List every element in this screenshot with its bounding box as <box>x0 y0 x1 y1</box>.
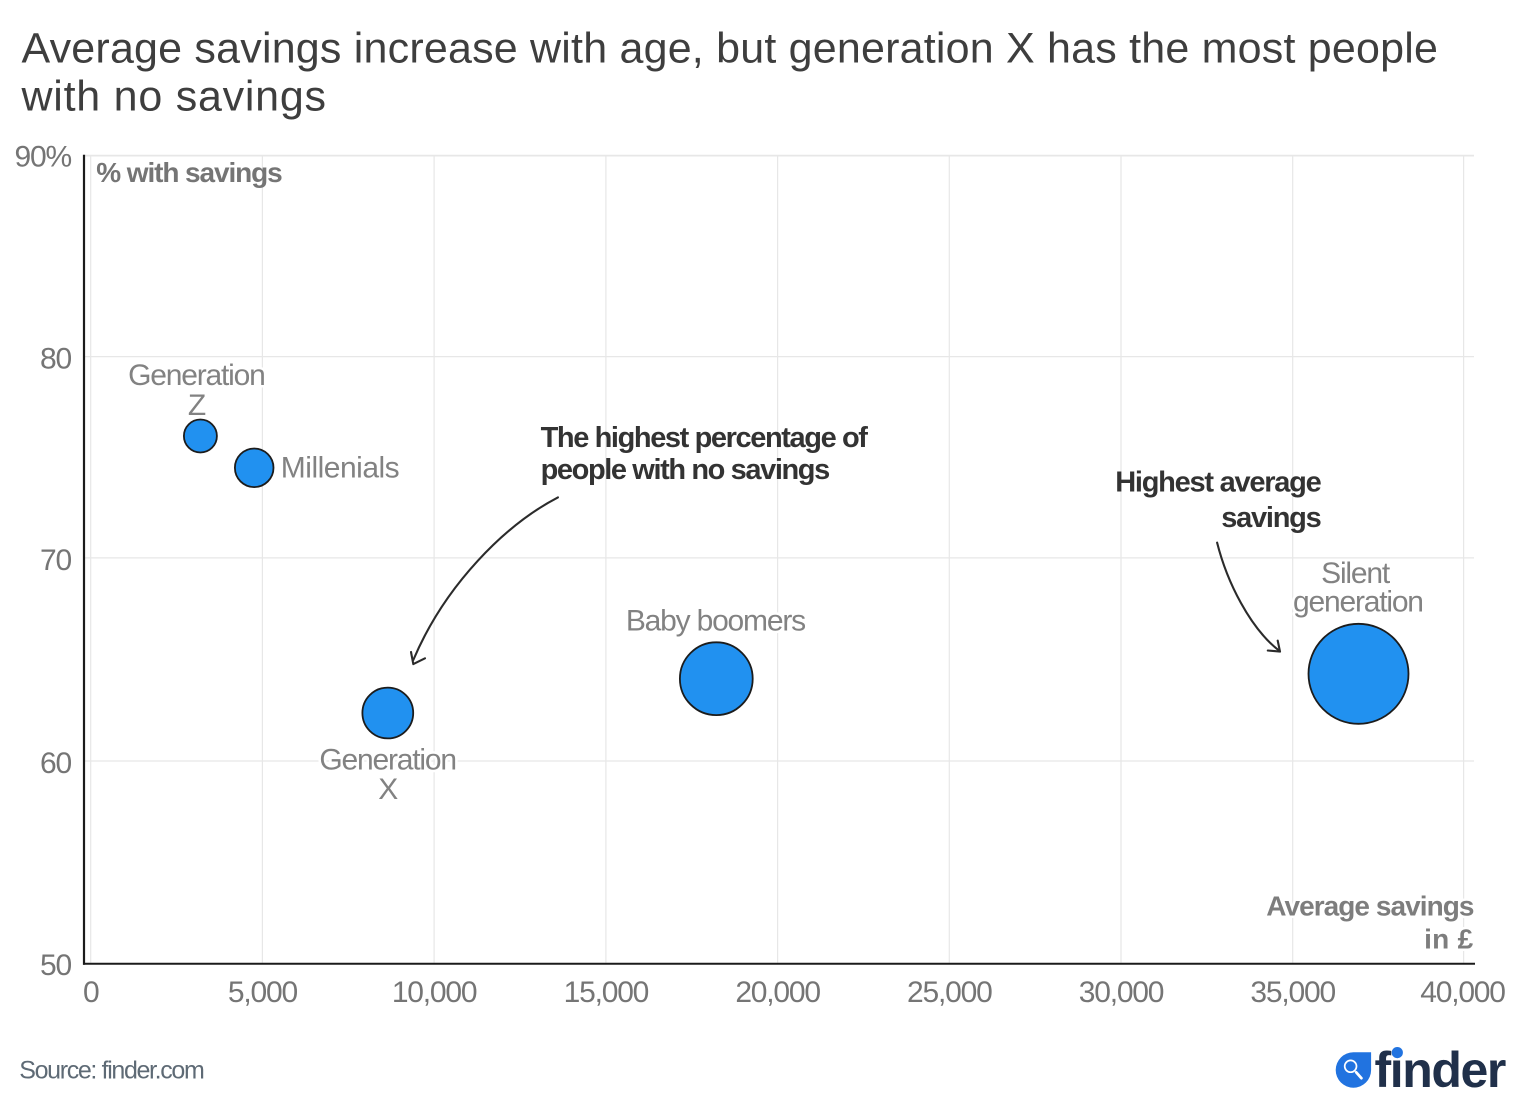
svg-text:30,000: 30,000 <box>1079 976 1164 1009</box>
svg-text:15,000: 15,000 <box>564 976 649 1009</box>
svg-text:Millenials: Millenials <box>281 452 399 485</box>
svg-text:10,000: 10,000 <box>392 976 477 1009</box>
svg-text:Average savings increase with: Average savings increase with age, but g… <box>22 25 1439 73</box>
svg-text:The highest percentage of: The highest percentage of <box>541 422 869 454</box>
svg-text:generation: generation <box>1293 586 1423 619</box>
svg-text:Source: finder.com: Source: finder.com <box>19 1056 204 1084</box>
svg-text:25,000: 25,000 <box>907 976 992 1009</box>
svg-text:20,000: 20,000 <box>735 976 820 1009</box>
svg-text:people with no savings: people with no savings <box>541 454 830 486</box>
svg-text:% with savings: % with savings <box>96 157 282 188</box>
svg-text:50: 50 <box>40 949 71 982</box>
svg-text:Highest average: Highest average <box>1115 467 1321 499</box>
svg-text:70: 70 <box>40 544 71 577</box>
svg-text:X: X <box>378 773 398 806</box>
svg-text:5,000: 5,000 <box>228 976 298 1009</box>
svg-text:Generation: Generation <box>128 359 264 392</box>
svg-text:Z: Z <box>188 389 206 422</box>
svg-text:0: 0 <box>83 976 99 1009</box>
svg-text:80: 80 <box>40 343 71 376</box>
svg-text:Generation: Generation <box>319 744 455 777</box>
svg-text:60: 60 <box>40 747 71 780</box>
svg-text:in £: in £ <box>1424 924 1474 955</box>
svg-text:with no savings: with no savings <box>21 73 327 121</box>
svg-text:Baby boomers: Baby boomers <box>626 605 805 638</box>
svg-text:Average savings: Average savings <box>1266 891 1474 922</box>
svg-text:savings: savings <box>1221 502 1320 534</box>
svg-text:Silent: Silent <box>1321 557 1391 590</box>
svg-text:35,000: 35,000 <box>1250 976 1335 1009</box>
svg-text:90%: 90% <box>15 141 72 174</box>
svg-text:40,000: 40,000 <box>1420 976 1505 1009</box>
